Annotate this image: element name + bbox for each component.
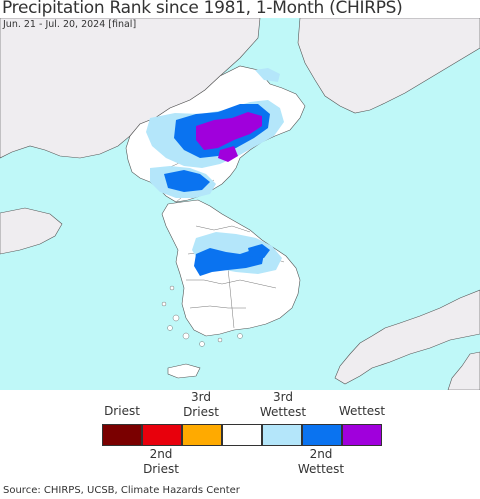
swatch-second-driest <box>142 424 182 446</box>
legend-label-third-wettest: 3rd Wettest <box>243 390 323 419</box>
swatch-third-driest <box>182 424 222 446</box>
source-credit: Source: CHIRPS, UCSB, Climate Hazards Ce… <box>3 485 240 496</box>
legend-label-second-driest: 2nd Driest <box>121 447 201 476</box>
legend-label-wettest: Wettest <box>322 404 402 419</box>
swatch-third-wettest <box>262 424 302 446</box>
swatch-normal <box>222 424 262 446</box>
legend-label-second-wettest: 2nd Wettest <box>281 447 361 476</box>
date-range-subtitle: Jun. 21 - Jul. 20, 2024 [final] <box>3 19 136 30</box>
swatch-driest <box>102 424 142 446</box>
swatch-second-wettest <box>302 424 342 446</box>
swatch-wettest <box>342 424 382 446</box>
map-title: Precipitation Rank since 1981, 1-Month (… <box>2 0 403 18</box>
legend: Driest 3rd Driest 3rd Wettest Wettest 2n… <box>0 390 480 480</box>
precipitation-rank-map <box>0 18 480 390</box>
legend-label-driest: Driest <box>82 404 162 419</box>
legend-label-third-driest: 3rd Driest <box>161 390 241 419</box>
